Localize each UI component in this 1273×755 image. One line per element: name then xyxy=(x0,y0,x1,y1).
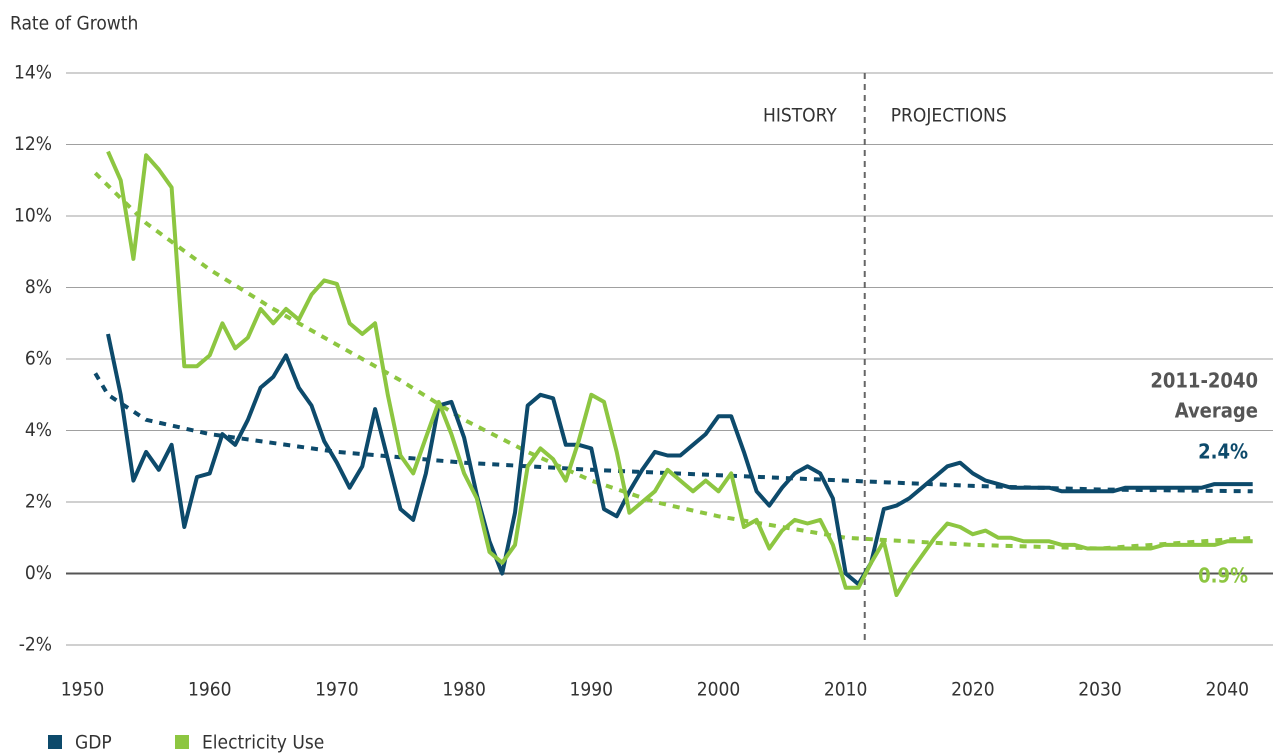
x-tick-label: 2010 xyxy=(824,679,868,701)
annotation: HISTORY xyxy=(763,105,837,127)
legend-swatch xyxy=(48,735,62,749)
series-line xyxy=(106,333,1253,587)
trend-line xyxy=(93,372,1253,494)
x-tick-label: 1960 xyxy=(188,679,232,701)
y-tick-label: 8% xyxy=(25,276,52,298)
x-tick-label: 1970 xyxy=(315,679,359,701)
legend-label: Electricity Use xyxy=(202,732,324,754)
series-line xyxy=(106,150,1253,597)
y-tick-label: 10% xyxy=(14,205,52,227)
y-tick-label: 12% xyxy=(14,133,52,155)
y-tick-label: 2% xyxy=(25,491,52,513)
x-tick-label: 1950 xyxy=(61,679,105,701)
legend-swatch xyxy=(175,735,189,749)
x-tick-label: 1980 xyxy=(442,679,486,701)
y-tick-label: 0% xyxy=(25,562,52,584)
y-axis-label: Rate of Growth xyxy=(10,13,138,35)
annotation: 2011-2040 xyxy=(1150,369,1258,393)
y-tick-label: -2% xyxy=(19,634,52,656)
x-tick-label: 2030 xyxy=(1078,679,1122,701)
x-tick-label: 1990 xyxy=(570,679,614,701)
x-tick-label: 2000 xyxy=(697,679,741,701)
legend-label: GDP xyxy=(75,732,112,754)
x-tick-label: 2020 xyxy=(951,679,995,701)
average-label: 0.9% xyxy=(1198,564,1248,588)
y-tick-label: 14% xyxy=(14,62,52,84)
annotation: Average xyxy=(1175,399,1258,423)
x-tick-label: 2040 xyxy=(1205,679,1249,701)
average-label: 2.4% xyxy=(1198,440,1248,464)
y-tick-label: 4% xyxy=(25,419,52,441)
annotation: PROJECTIONS xyxy=(891,105,1007,127)
y-tick-label: 6% xyxy=(25,348,52,370)
